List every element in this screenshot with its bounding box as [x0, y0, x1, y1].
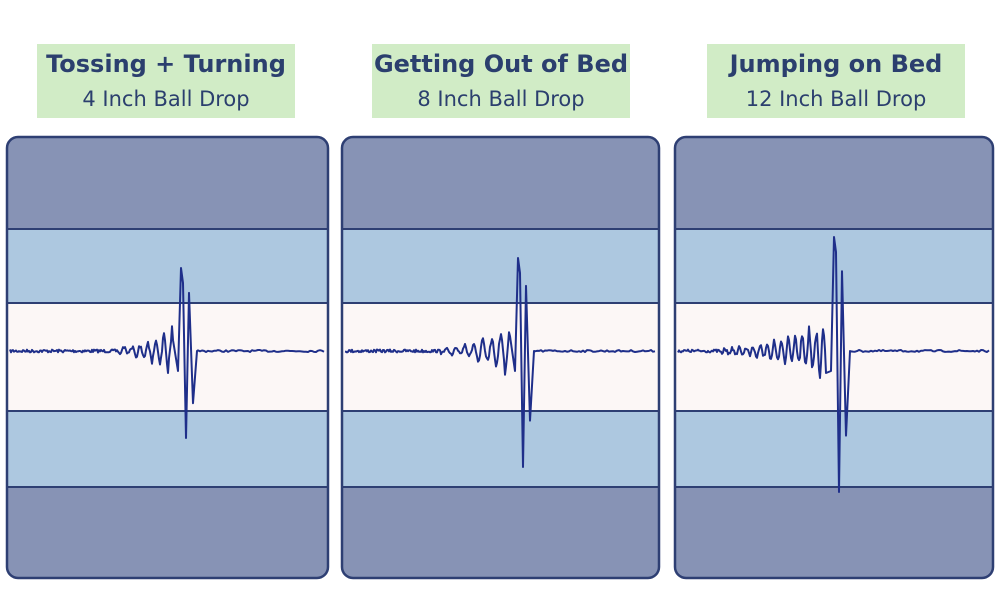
panel: Jumping on Bed 12 Inch Ball Drop	[673, 44, 995, 580]
panel: Tossing + Turning 4 Inch Ball Drop	[5, 44, 330, 580]
band	[7, 410, 328, 488]
band	[675, 302, 993, 412]
panel-subtitle: 8 Inch Ball Drop	[417, 87, 584, 111]
panel-title: Getting Out of Bed	[374, 50, 628, 78]
label-box	[372, 44, 630, 118]
band	[675, 486, 993, 578]
band	[342, 410, 659, 488]
band	[675, 137, 993, 230]
waveform	[344, 257, 656, 468]
mattress	[7, 137, 328, 578]
band	[342, 137, 659, 230]
band	[342, 486, 659, 578]
panel: Getting Out of Bed 8 Inch Ball Drop	[340, 44, 661, 580]
waveform	[677, 236, 990, 493]
band	[7, 302, 328, 412]
band	[342, 302, 659, 412]
label-box	[707, 44, 965, 118]
mattress	[675, 137, 993, 578]
mattress	[342, 137, 659, 578]
label-box	[37, 44, 295, 118]
panel-border	[5, 135, 330, 580]
band	[7, 486, 328, 578]
band	[675, 410, 993, 488]
panel-title: Jumping on Bed	[728, 50, 943, 78]
panel-border	[340, 135, 661, 580]
panel-border	[673, 135, 995, 580]
band	[7, 228, 328, 304]
panel-subtitle: 4 Inch Ball Drop	[82, 87, 249, 111]
panel-title: Tossing + Turning	[46, 50, 286, 78]
band	[342, 228, 659, 304]
waveform	[9, 267, 325, 439]
panel-subtitle: 12 Inch Ball Drop	[746, 87, 927, 111]
band	[7, 137, 328, 230]
